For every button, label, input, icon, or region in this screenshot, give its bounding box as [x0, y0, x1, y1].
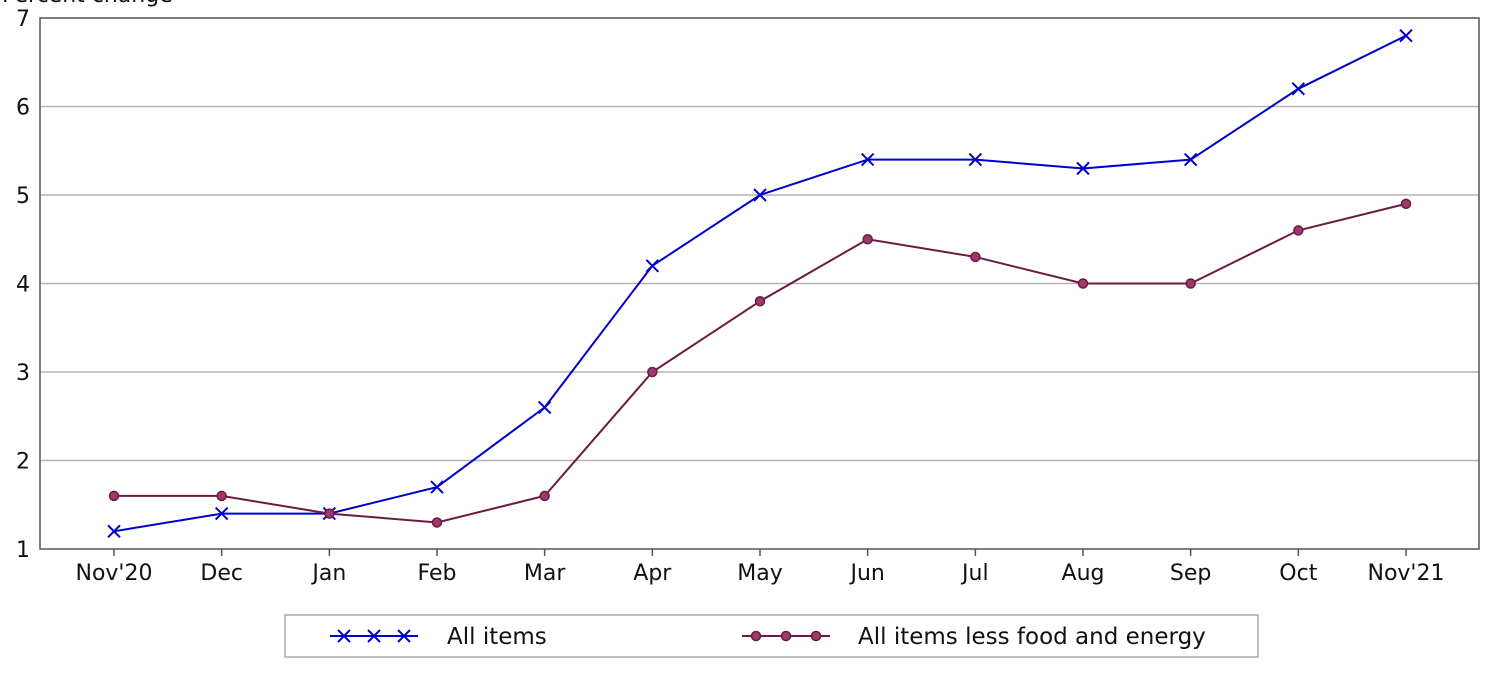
legend-marker [367, 629, 381, 643]
series-group [107, 28, 1413, 539]
y-tick-label: 6 [16, 96, 30, 121]
legend-items: All items All items less food and energy [330, 624, 1206, 650]
x-tick-label: Nov'20 [76, 561, 153, 586]
legend-marker [810, 630, 822, 642]
y-tick-label: 3 [16, 361, 30, 386]
data-point [1293, 225, 1304, 236]
y-tick-label: 1 [16, 538, 30, 563]
data-point [753, 188, 767, 202]
x-tick-label: May [737, 561, 782, 586]
data-point [1183, 152, 1198, 167]
x-tick-label: Nov'21 [1368, 561, 1445, 586]
y-axis-title: Percent change [2, 0, 173, 8]
legend-item-2: All items less food and energy [742, 624, 1206, 650]
legend-marker [780, 630, 792, 642]
data-point [647, 366, 658, 378]
x-tick-label: Feb [418, 561, 457, 586]
data-point [1185, 278, 1196, 289]
data-point [968, 152, 983, 167]
legend-marker [337, 629, 351, 643]
data-point [1399, 28, 1413, 43]
data-point [539, 490, 550, 502]
data-point [216, 490, 227, 502]
x-tick-label: Jan [310, 561, 346, 586]
data-point [537, 400, 552, 415]
y-tick-label: 7 [16, 7, 30, 32]
x-tick-label: Apr [633, 561, 672, 586]
legend: All items All items less food and energy [284, 614, 1259, 658]
x-tick-label: Jun [848, 561, 884, 586]
legend-label: All items less food and energy [858, 624, 1206, 650]
gridlines [40, 105, 1479, 462]
data-point [1400, 198, 1412, 210]
data-point [862, 234, 873, 245]
series-line [114, 202, 1407, 524]
x-tick-label: Mar [524, 561, 566, 586]
y-axis: 1 2 3 4 5 6 7 [16, 7, 30, 563]
data-point [645, 259, 660, 273]
x-tick-label: Jul [960, 561, 989, 586]
data-point [970, 251, 981, 263]
x-tick-label: Aug [1062, 561, 1105, 586]
data-point [107, 524, 121, 539]
legend-item-1: All items [330, 624, 547, 650]
x-axis: Nov'20 Dec Jan Feb Mar Apr May Jun Jul Aug Sep Oct N… [76, 549, 1445, 586]
data-point [1076, 161, 1090, 176]
data-point [108, 490, 120, 502]
data-point [430, 480, 444, 494]
data-point [1077, 278, 1089, 289]
series-2 [108, 198, 1412, 528]
y-tick-label: 2 [16, 450, 30, 475]
data-point [324, 508, 335, 519]
data-point [860, 152, 875, 167]
legend-marker [397, 629, 411, 643]
x-tick-label: Oct [1279, 561, 1317, 586]
data-point [214, 506, 229, 521]
legend-marker [750, 630, 762, 642]
x-tick-label: Dec [200, 561, 243, 586]
x-tick-label: Sep [1170, 561, 1211, 586]
data-point [754, 295, 766, 307]
data-point [1291, 82, 1306, 96]
legend-label: All items [447, 624, 547, 650]
y-tick-label: 4 [16, 273, 30, 298]
data-point [431, 517, 443, 528]
y-tick-label: 5 [16, 184, 30, 209]
